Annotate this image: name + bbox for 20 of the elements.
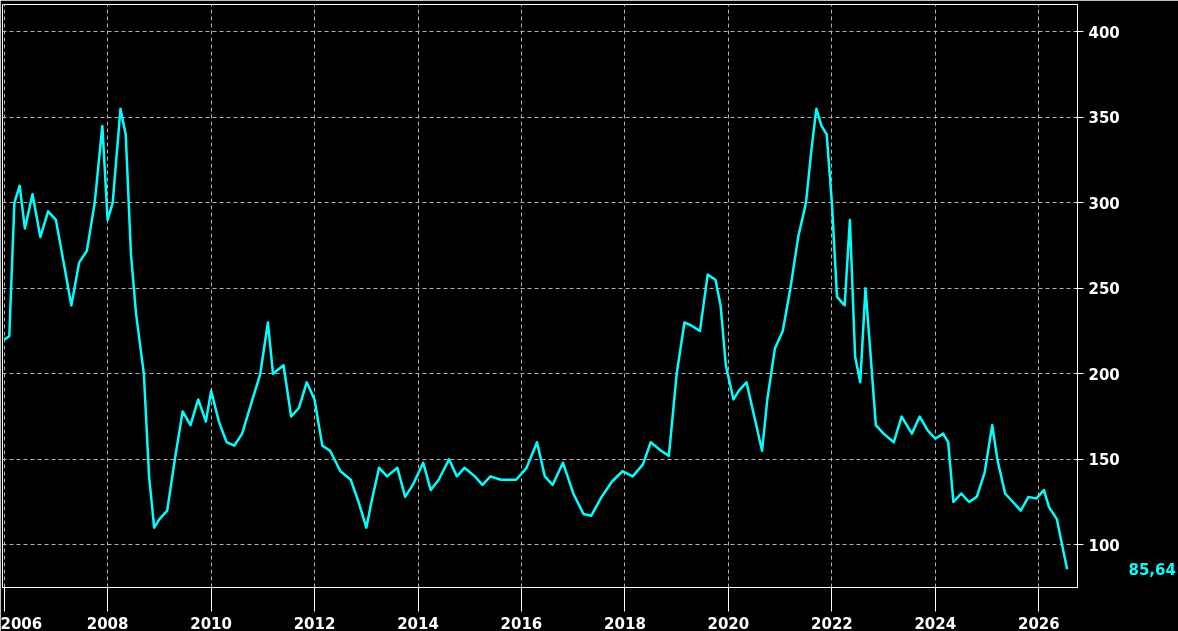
x-tick-label: 2024: [914, 614, 957, 631]
y-tick-label: 350: [1088, 109, 1120, 128]
x-tick-label: 2008: [86, 614, 129, 631]
x-tick-label: 2020: [707, 614, 750, 631]
y-tick-label: 300: [1088, 194, 1120, 213]
x-tick-label: 2018: [604, 614, 646, 631]
x-tick-label: 2014: [397, 614, 439, 631]
x-tick-label: 2012: [293, 614, 336, 631]
text: 85,64: [1128, 561, 1176, 580]
y-tick-label: 100: [1088, 536, 1120, 555]
x-tick-label: 2026: [1017, 614, 1060, 631]
x-tick-label: 2010: [190, 614, 232, 631]
y-tick-label: 400: [1088, 23, 1120, 42]
y-tick-label: 250: [1088, 280, 1120, 299]
x-tick-label: 2022: [811, 614, 853, 631]
y-tick-label: 200: [1088, 365, 1120, 384]
y-tick-label: 150: [1088, 451, 1120, 470]
x-tick-label: 2006: [0, 614, 43, 631]
x-tick-label: 2016: [500, 614, 543, 631]
line-series: [2, 107, 1069, 571]
